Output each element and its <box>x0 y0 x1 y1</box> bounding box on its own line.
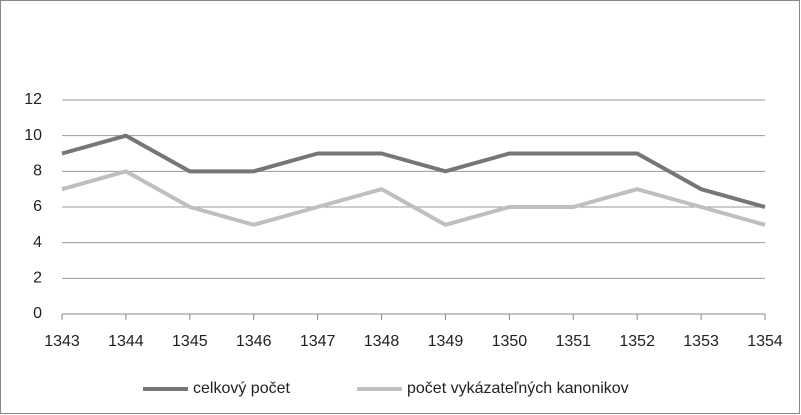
x-tick-label: 1347 <box>300 333 336 350</box>
series-line <box>61 169 766 227</box>
x-tick-label: 1350 <box>492 333 528 350</box>
x-tick-label: 1348 <box>364 333 400 350</box>
x-tick-label: 1346 <box>236 333 272 350</box>
x-tick-label: 1343 <box>44 333 80 350</box>
y-tick-label: 8 <box>33 163 42 180</box>
x-tick-label: 1344 <box>108 333 144 350</box>
x-tick-label: 1353 <box>683 333 719 350</box>
y-tick-label: 10 <box>24 127 42 144</box>
series-line <box>61 133 766 209</box>
x-tick-label: 1352 <box>619 333 655 350</box>
y-tick-label: 0 <box>33 305 42 322</box>
legend-label: počet vykázateľných kanonikov <box>407 380 629 397</box>
y-tick-label: 12 <box>24 91 42 108</box>
x-tick-label: 1349 <box>428 333 464 350</box>
x-tick-label: 1354 <box>747 333 783 350</box>
x-tick-label: 1351 <box>555 333 591 350</box>
y-tick-label: 6 <box>33 198 42 215</box>
legend-label: celkový počet <box>193 380 290 397</box>
y-tick-label: 4 <box>33 234 42 251</box>
y-tick-label: 2 <box>33 270 42 287</box>
x-tick-label: 1345 <box>172 333 208 350</box>
